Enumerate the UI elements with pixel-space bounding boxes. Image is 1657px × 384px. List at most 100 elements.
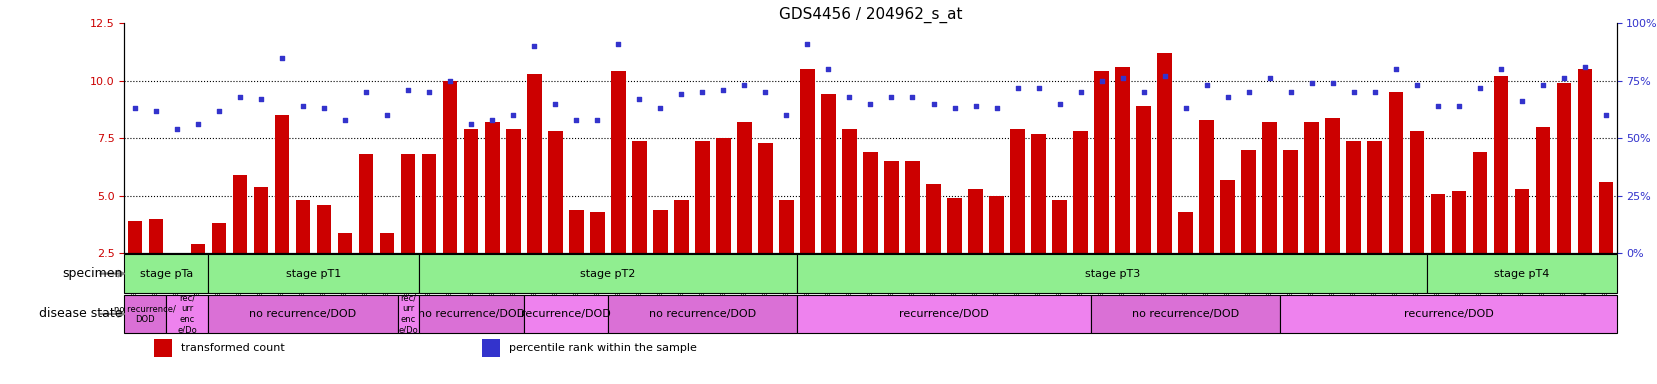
Bar: [1427, 254, 1616, 293]
Text: stage pT1: stage pT1: [285, 268, 341, 279]
Bar: [820, 94, 835, 253]
Bar: [1090, 295, 1279, 333]
Point: [373, 112, 399, 118]
Point: [857, 101, 883, 107]
Point: [772, 112, 799, 118]
Point: [1046, 101, 1072, 107]
Point: [394, 87, 421, 93]
Bar: [1345, 141, 1360, 253]
Point: [1403, 82, 1430, 88]
Bar: [1094, 71, 1109, 253]
Bar: [1115, 67, 1130, 253]
Text: rec/
urr
enc
e/Do: rec/ urr enc e/Do: [398, 294, 418, 334]
Point: [436, 78, 462, 84]
Text: no recurrence/DOD: no recurrence/DOD: [418, 309, 524, 319]
Point: [1024, 84, 1051, 91]
Text: percentile rank within the sample: percentile rank within the sample: [509, 343, 698, 353]
Bar: [946, 198, 961, 253]
Point: [709, 87, 736, 93]
Text: recurrence/DOD: recurrence/DOD: [520, 309, 610, 319]
Bar: [1031, 134, 1046, 253]
Point: [143, 108, 169, 114]
Bar: [1198, 120, 1213, 253]
Point: [121, 105, 147, 111]
Point: [1486, 66, 1513, 72]
Bar: [568, 210, 583, 253]
Bar: [1283, 150, 1297, 253]
Bar: [737, 122, 751, 253]
Point: [1466, 84, 1493, 91]
Bar: [1009, 129, 1024, 253]
Bar: [1577, 69, 1591, 253]
Text: recurrence/DOD: recurrence/DOD: [898, 309, 988, 319]
Point: [1150, 73, 1176, 79]
Bar: [442, 81, 457, 253]
Bar: [418, 254, 797, 293]
Point: [331, 117, 358, 123]
Bar: [398, 295, 418, 333]
Bar: [149, 219, 162, 253]
Point: [268, 55, 295, 61]
Point: [878, 94, 905, 100]
Point: [1213, 94, 1239, 100]
Bar: [524, 295, 608, 333]
Point: [920, 101, 946, 107]
Point: [1004, 84, 1031, 91]
Point: [1360, 89, 1387, 95]
Bar: [191, 244, 205, 253]
Bar: [295, 200, 310, 253]
Bar: [124, 295, 166, 333]
Point: [1341, 89, 1367, 95]
Point: [1297, 80, 1324, 86]
Bar: [1367, 141, 1382, 253]
Bar: [1556, 83, 1571, 253]
Text: no recurrence/DOD: no recurrence/DOD: [648, 309, 756, 319]
Bar: [418, 295, 524, 333]
Bar: [797, 254, 1427, 293]
Bar: [779, 200, 794, 253]
Bar: [212, 223, 225, 253]
Bar: [694, 141, 709, 253]
Bar: [673, 200, 688, 253]
Bar: [1493, 76, 1508, 253]
Point: [1571, 64, 1597, 70]
Point: [416, 89, 442, 95]
Point: [1067, 89, 1094, 95]
Bar: [209, 295, 398, 333]
Bar: [1471, 152, 1486, 253]
Point: [457, 121, 484, 127]
Point: [1549, 75, 1576, 81]
Bar: [1261, 122, 1276, 253]
Bar: [421, 154, 436, 253]
Text: stage pT2: stage pT2: [580, 268, 635, 279]
Bar: [1534, 127, 1549, 253]
Point: [479, 117, 505, 123]
Bar: [905, 161, 920, 253]
Bar: [1387, 92, 1402, 253]
Point: [1130, 89, 1157, 95]
Bar: [166, 295, 209, 333]
Bar: [128, 221, 143, 253]
Point: [500, 112, 527, 118]
Point: [1592, 112, 1619, 118]
Bar: [1157, 53, 1171, 253]
Point: [1087, 78, 1114, 84]
Point: [563, 117, 590, 123]
Bar: [800, 69, 814, 253]
Bar: [482, 339, 500, 356]
Point: [815, 66, 842, 72]
Text: rec/
urr
enc
e/Do: rec/ urr enc e/Do: [177, 294, 197, 334]
Text: stage pTa: stage pTa: [139, 268, 192, 279]
Bar: [1597, 182, 1612, 253]
Point: [1319, 80, 1345, 86]
Point: [1445, 103, 1471, 109]
Bar: [1430, 194, 1445, 253]
Bar: [1220, 180, 1234, 253]
Bar: [1450, 191, 1465, 253]
Bar: [716, 138, 731, 253]
Point: [247, 96, 273, 102]
Bar: [275, 115, 290, 253]
Point: [835, 94, 862, 100]
Point: [983, 105, 1009, 111]
Bar: [590, 212, 605, 253]
